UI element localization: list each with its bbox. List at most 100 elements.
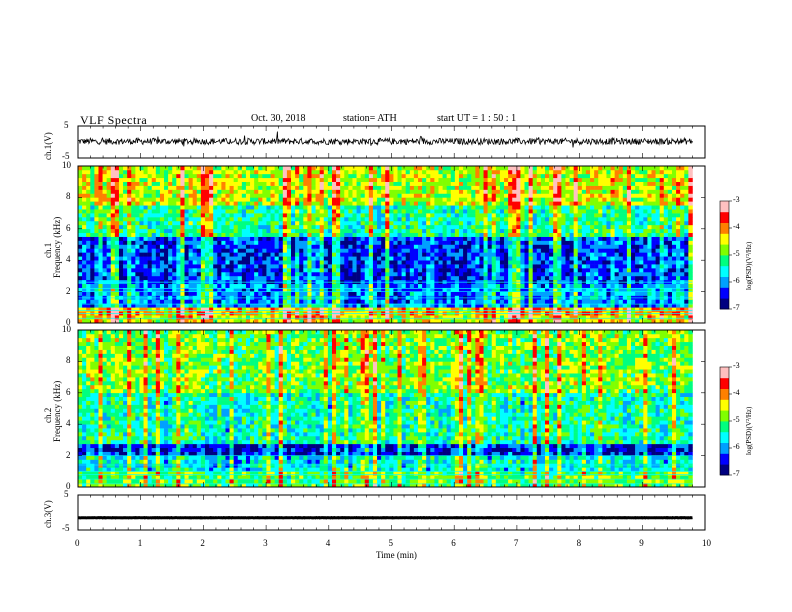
spectrogram-cell	[487, 319, 493, 324]
spectrogram-cell	[385, 189, 390, 194]
spectrogram-cell	[315, 271, 320, 277]
spectrogram-cell	[499, 193, 505, 198]
spectrogram-cell	[327, 248, 333, 253]
spectrogram-cell	[430, 166, 435, 171]
spectrogram-cell	[508, 232, 513, 237]
spectrogram-cell	[266, 275, 271, 281]
spectrogram-cell	[483, 240, 488, 245]
spectrogram-cell	[418, 248, 423, 253]
spectrogram-cell	[528, 181, 533, 186]
spectrogram-cell	[385, 185, 390, 190]
spectrogram-cell	[418, 244, 423, 249]
spectrogram-cell	[127, 173, 132, 179]
spectrogram-cell	[139, 307, 144, 312]
spectrogram-cell	[131, 173, 136, 179]
spectrogram-cell	[557, 185, 562, 190]
spectrogram-cell	[549, 213, 554, 218]
spectrogram-cell	[319, 319, 325, 324]
spectrogram-cell	[516, 169, 521, 175]
spectrogram-cell	[340, 299, 345, 304]
spectrogram-cell	[458, 248, 464, 253]
spectrogram-cell	[131, 307, 136, 312]
ch1-waveform-trace	[77, 131, 693, 148]
spectrogram-cell	[487, 181, 493, 186]
spectrogram-cell	[151, 252, 157, 257]
spectrogram-cell	[180, 291, 185, 296]
spectrogram-cell	[381, 201, 386, 206]
spectrogram-cell	[90, 197, 95, 202]
spectrogram-cell	[164, 240, 169, 245]
spectrogram-cell	[311, 303, 316, 308]
spectrogram-cell	[229, 283, 234, 288]
spectrogram-cell	[393, 205, 398, 210]
spectrogram-cell	[561, 275, 566, 281]
spectrogram-cell	[258, 315, 263, 320]
spectrogram-cell	[209, 201, 214, 206]
spectrogram-cell	[573, 271, 579, 277]
spectrogram-cell	[479, 185, 484, 190]
spectrogram-cell	[413, 303, 419, 308]
spectrogram-cell	[336, 193, 341, 198]
spectrogram-cell	[397, 236, 402, 241]
spectrogram-cell	[262, 177, 267, 182]
spectrogram-cell	[471, 264, 476, 269]
spectrogram-cell	[487, 217, 493, 222]
spectrogram-cell	[155, 169, 161, 175]
spectrogram-cell	[237, 252, 243, 257]
spectrogram-cell	[307, 185, 312, 190]
spectrogram-cell	[303, 315, 308, 320]
spectrogram-cell	[454, 205, 460, 210]
spectrogram-cell	[225, 303, 230, 308]
spectrogram-cell	[569, 232, 574, 237]
spectrogram-cell	[393, 252, 398, 257]
spectrogram-cell	[475, 264, 480, 269]
spectrogram-cell	[274, 240, 280, 245]
spectrogram-cell	[307, 228, 312, 234]
spectrogram-cell	[94, 248, 99, 253]
spectrogram-cell	[458, 291, 464, 296]
spectrogram-cell	[94, 228, 99, 234]
spectrogram-cell	[319, 169, 325, 175]
spectrogram-cell	[532, 217, 538, 222]
spectrogram-cell	[282, 169, 288, 175]
spectrogram-cell	[516, 307, 521, 312]
spectrogram-cell	[262, 224, 267, 230]
spectrogram-cell	[221, 169, 226, 175]
spectrogram-cell	[364, 169, 370, 175]
spectrogram-cell	[131, 319, 136, 324]
spectrogram-cell	[516, 236, 521, 241]
spectrogram-cell	[397, 275, 402, 281]
spectrogram-cell	[426, 244, 431, 249]
spectrogram-cell	[348, 299, 353, 304]
spectrogram-cell	[422, 224, 427, 230]
spectrogram-cell	[344, 256, 349, 261]
spectrogram-cell	[446, 283, 452, 288]
spectrogram-cell	[368, 193, 374, 198]
spectrogram-cell	[135, 315, 140, 320]
spectrogram-cell	[147, 275, 153, 281]
spectrogram-cell	[250, 166, 255, 171]
spectrogram-cell	[549, 197, 554, 202]
spectrogram-cell	[372, 291, 378, 296]
spectrogram-cell	[471, 287, 476, 292]
spectrogram-cell	[139, 185, 144, 190]
spectrogram-cell	[225, 217, 230, 222]
spectrogram-cell	[315, 189, 320, 194]
spectrogram-cell	[381, 248, 386, 253]
spectrogram-cell	[544, 189, 550, 194]
spectrogram-cell	[360, 315, 366, 320]
spectrogram-cell	[581, 260, 587, 265]
spectrogram-cell	[512, 169, 517, 175]
spectrogram-cell	[204, 193, 210, 198]
spectrogram-cell	[479, 220, 484, 226]
spectrogram-cell	[229, 291, 234, 296]
spectrogram-cell	[180, 244, 185, 249]
spectrogram-cell	[98, 275, 103, 281]
spectrogram-cell	[102, 224, 107, 230]
spectrogram-cell	[467, 197, 472, 202]
spectrogram-cell	[86, 260, 91, 265]
spectrogram-cell	[528, 307, 533, 312]
spectrogram-cell	[340, 283, 345, 288]
spectrogram-cell	[393, 232, 398, 237]
spectrogram-cell	[393, 275, 398, 281]
